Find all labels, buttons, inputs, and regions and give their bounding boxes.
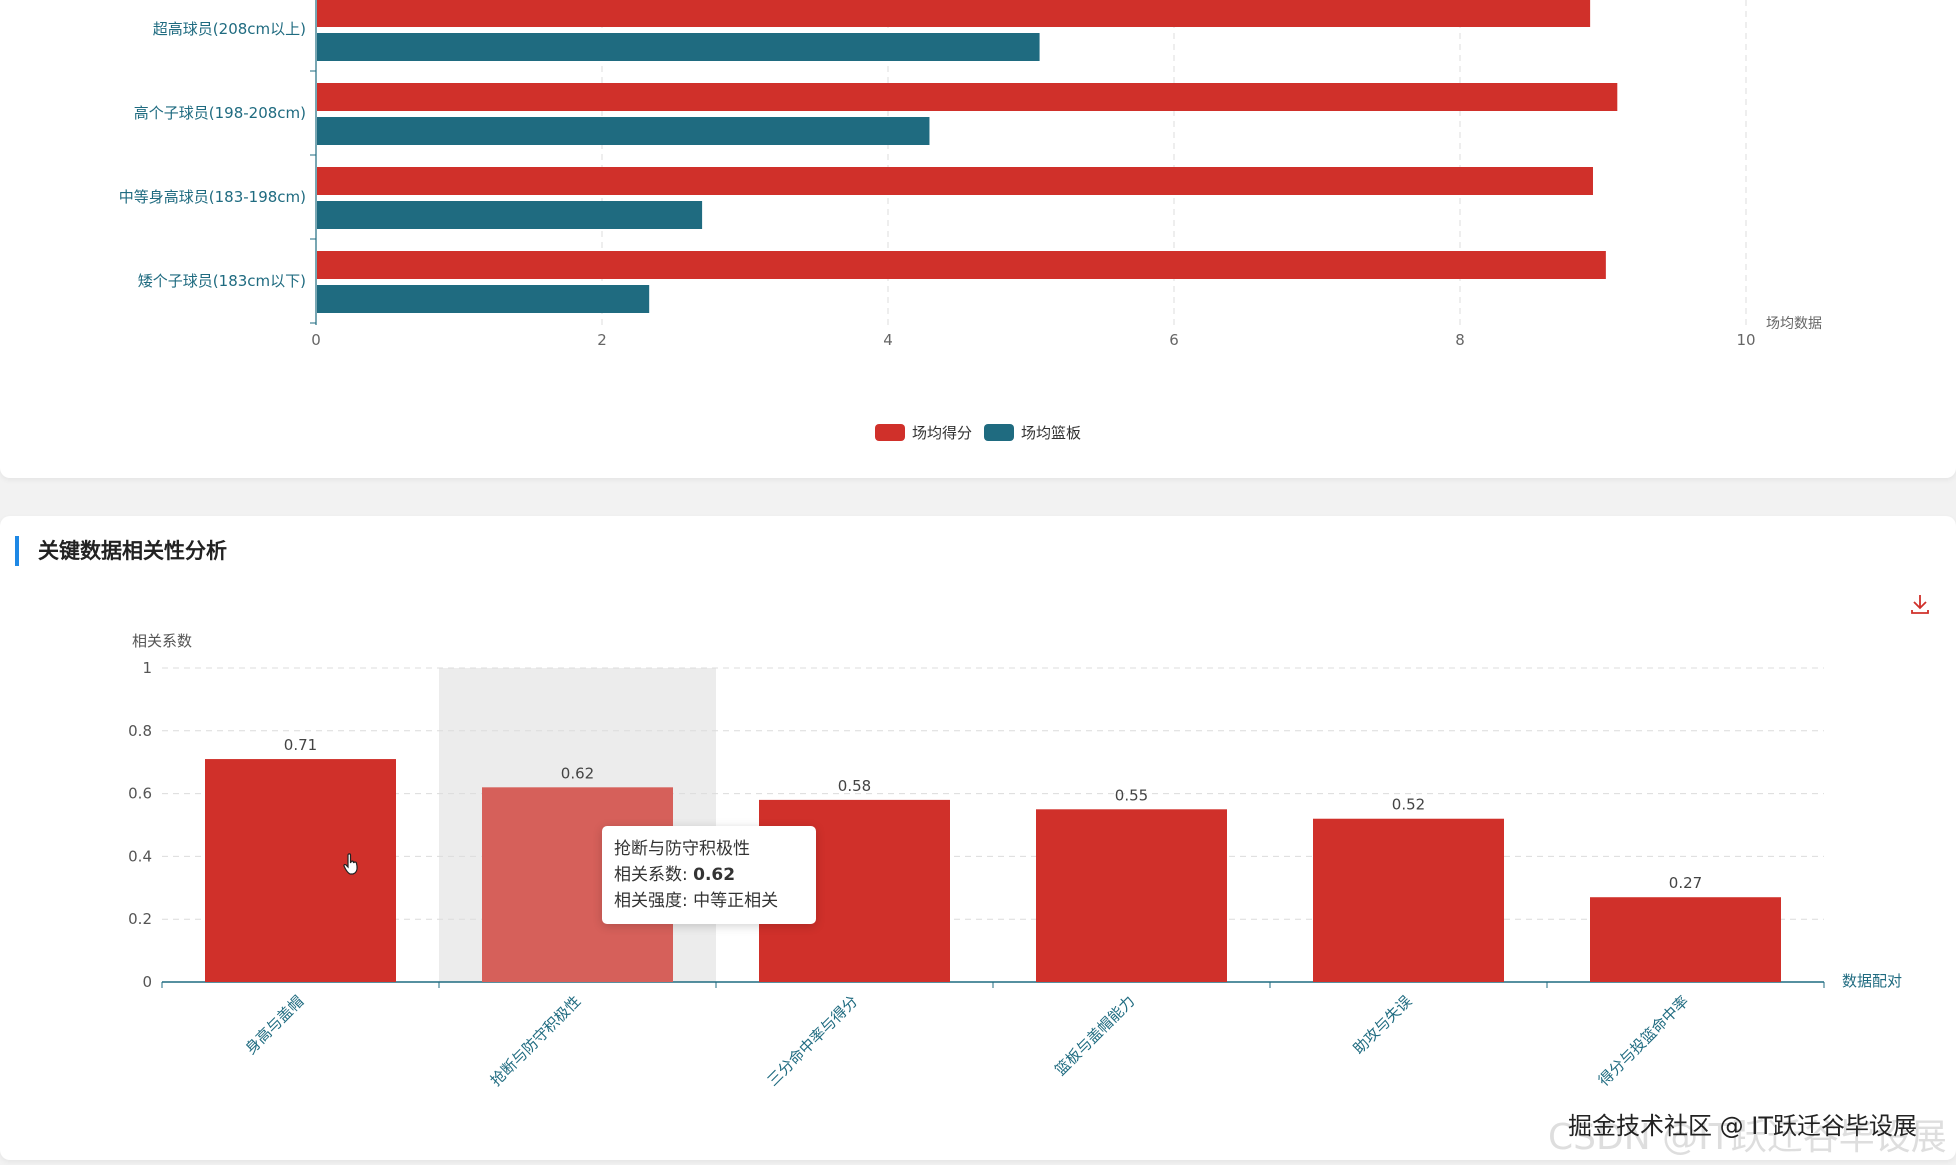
section-title-accent — [15, 536, 19, 566]
x-tick-label: 2 — [597, 331, 607, 349]
height-stats-card: 0 2 4 6 8 10 场均数据 矮个子球员(183cm以下) 中等身高球员(183-198c… — [0, 0, 1956, 478]
bar-points — [317, 83, 1618, 111]
y-tick-label: 0.6 — [128, 785, 152, 803]
x-tick-label: 抢断与防守积极性 — [487, 992, 585, 1090]
legend-label: 场均篮板 — [1021, 424, 1081, 442]
y-tick-label: 中等身高球员(183-198cm) — [119, 188, 306, 206]
legend-swatch — [875, 424, 905, 441]
legend-swatch — [984, 424, 1014, 441]
tooltip-coef-value: 0.62 — [693, 865, 736, 885]
bar — [205, 759, 396, 982]
watermark-faint: CSDN @IT跃迁谷毕设展 — [1548, 1117, 1947, 1158]
chart-tooltip: 抢断与防守积极性 相关系数: 0.62 相关强度: 中等正相关 — [602, 826, 816, 924]
x-tick-label: 助攻与失误 — [1350, 992, 1416, 1058]
x-axis-title: 场均数据 — [1766, 316, 1822, 332]
x-tick-label: 三分命中率与得分 — [764, 992, 862, 1090]
x-tick-label: 篮板与盖帽能力 — [1051, 992, 1138, 1079]
tooltip-coef-label: 相关系数: — [614, 865, 694, 885]
y-tick-label: 超高球员(208cm以上) — [153, 20, 306, 38]
y-tick-label: 1 — [142, 659, 152, 677]
y-tick-label: 高个子球员(198-208cm) — [134, 104, 306, 122]
section-title: 关键数据相关性分析 — [38, 539, 227, 563]
tooltip-coef-row: 相关系数: 0.62 — [614, 862, 804, 888]
y-tick-label: 0.2 — [128, 910, 152, 928]
tooltip-strength-row: 相关强度: 中等正相关 — [614, 888, 804, 914]
y-tick-label: 0.4 — [128, 847, 152, 865]
x-tick-label: 0 — [311, 331, 321, 349]
y-axis-title: 相关系数 — [132, 632, 192, 650]
legend-label: 场均得分 — [912, 424, 972, 442]
bar-points — [317, 251, 1606, 279]
bar-rebounds — [317, 285, 650, 313]
data-label: 0.71 — [284, 736, 317, 754]
bar-rebounds — [317, 201, 703, 229]
bar-rebounds — [317, 33, 1040, 61]
data-label: 0.58 — [838, 777, 871, 795]
tooltip-title: 抢断与防守积极性 — [614, 839, 750, 859]
data-label: 0.52 — [1392, 796, 1425, 814]
x-tick-label: 身高与盖帽 — [242, 992, 308, 1058]
bar-rebounds — [317, 117, 930, 145]
x-tick-label: 8 — [1455, 331, 1465, 349]
y-tick-label: 矮个子球员(183cm以下) — [138, 272, 306, 290]
x-tick-label: 6 — [1169, 331, 1179, 349]
bar — [1036, 809, 1227, 982]
download-icon[interactable] — [1908, 592, 1932, 616]
x-tick-label: 得分与投篮命中率 — [1595, 992, 1693, 1090]
data-label: 0.55 — [1115, 786, 1148, 804]
x-tick-label: 10 — [1736, 331, 1755, 349]
hand-pointer-icon — [343, 853, 358, 875]
tooltip-strength-label: 相关强度: — [614, 891, 694, 911]
y-tick-label: 0 — [142, 973, 152, 991]
bar-points — [317, 167, 1593, 195]
x-tick-label: 4 — [883, 331, 893, 349]
watermark: 掘金技术社区 @ IT跃迁谷毕设展 — [1568, 1112, 1917, 1140]
data-label: 0.62 — [561, 764, 594, 782]
bar — [1313, 818, 1504, 982]
y-tick-label: 0.8 — [128, 722, 152, 740]
x-axis-title: 数据配对 — [1842, 972, 1902, 990]
bar-points — [317, 0, 1591, 27]
height-stats-chart: 0 2 4 6 8 10 场均数据 矮个子球员(183cm以下) 中等身高球员(183-198c… — [119, 0, 1822, 442]
data-label: 0.27 — [1669, 874, 1702, 892]
tooltip-strength-value: 中等正相关 — [693, 891, 779, 911]
bar — [1590, 897, 1781, 982]
